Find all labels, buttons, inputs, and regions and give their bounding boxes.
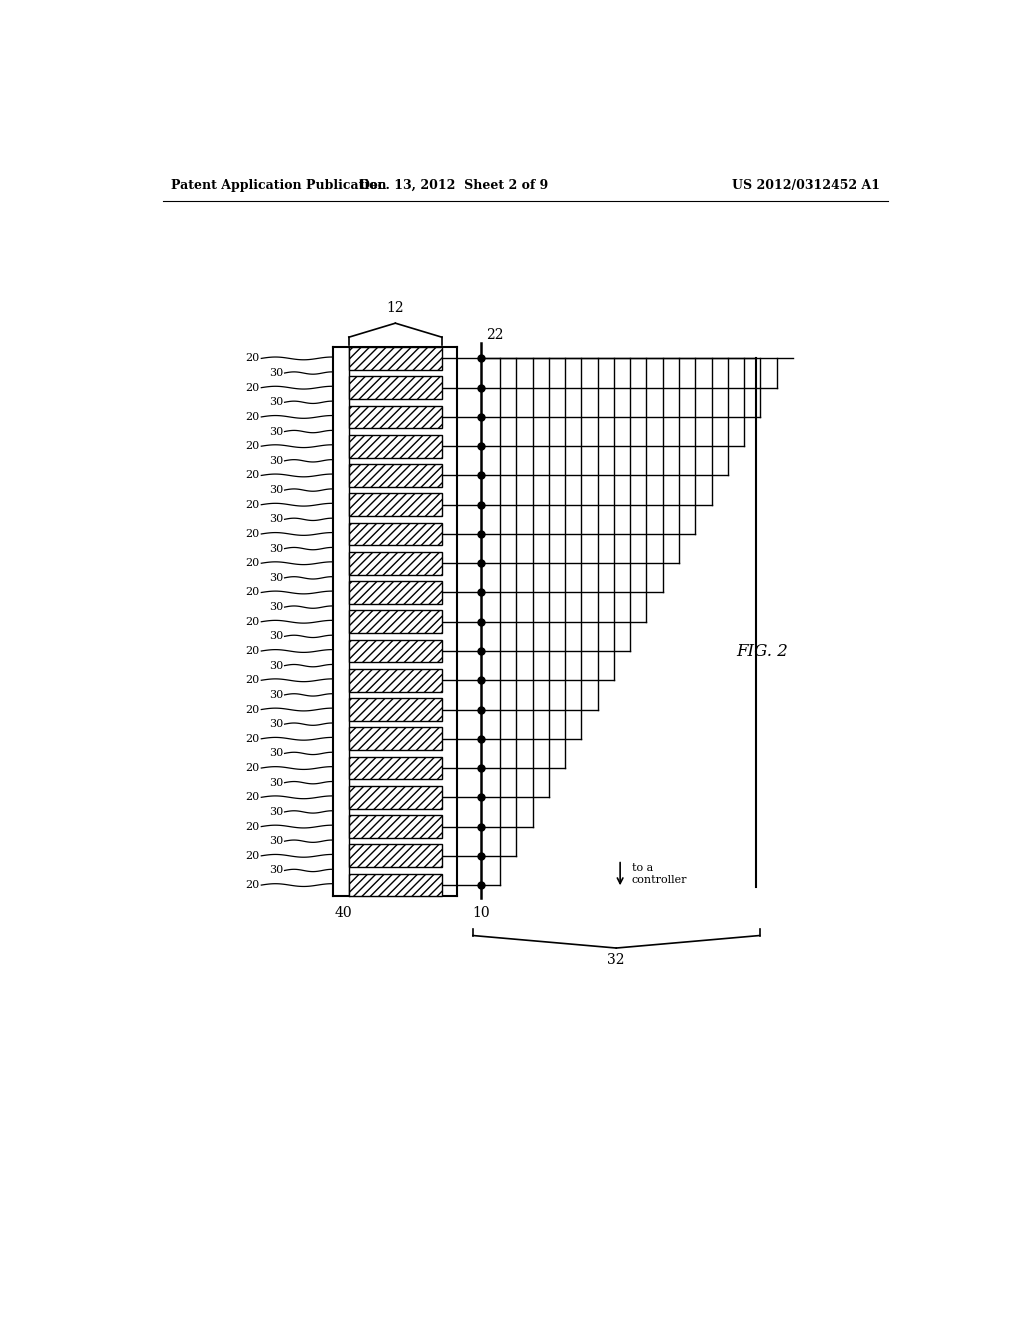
Text: 20: 20 [246, 705, 260, 714]
Text: US 2012/0312452 A1: US 2012/0312452 A1 [732, 178, 880, 191]
Text: 20: 20 [246, 676, 260, 685]
Text: 20: 20 [246, 441, 260, 451]
Bar [349, 405, 442, 428]
Text: 40: 40 [335, 906, 352, 920]
Text: 20: 20 [246, 529, 260, 539]
Text: 30: 30 [268, 544, 283, 553]
Text: 30: 30 [268, 602, 283, 612]
Text: 30: 30 [268, 484, 283, 495]
Text: 30: 30 [268, 397, 283, 408]
Text: 20: 20 [246, 616, 260, 627]
Text: 20: 20 [246, 587, 260, 598]
Text: 30: 30 [268, 866, 283, 875]
Text: 30: 30 [268, 631, 283, 642]
Text: 20: 20 [246, 734, 260, 743]
Text: 30: 30 [268, 777, 283, 788]
Text: 30: 30 [268, 807, 283, 817]
Bar [349, 376, 442, 399]
Text: Dec. 13, 2012  Sheet 2 of 9: Dec. 13, 2012 Sheet 2 of 9 [358, 178, 548, 191]
Text: 30: 30 [268, 515, 283, 524]
Text: 30: 30 [268, 690, 283, 700]
Text: 30: 30 [268, 573, 283, 583]
Bar [349, 640, 442, 663]
Bar [349, 494, 442, 516]
Bar [349, 874, 442, 896]
Text: 20: 20 [246, 645, 260, 656]
Text: 20: 20 [246, 470, 260, 480]
Text: 30: 30 [268, 836, 283, 846]
Text: 20: 20 [246, 383, 260, 392]
Bar [349, 434, 442, 458]
Text: FIG. 2: FIG. 2 [736, 643, 788, 660]
Text: 20: 20 [246, 354, 260, 363]
Text: 20: 20 [246, 412, 260, 422]
Text: 22: 22 [486, 327, 504, 342]
Text: to a
controller: to a controller [632, 863, 687, 884]
Text: 32: 32 [607, 953, 625, 968]
Bar [349, 785, 442, 809]
Bar [349, 347, 442, 370]
Bar [349, 581, 442, 603]
Text: 30: 30 [268, 426, 283, 437]
Bar [349, 816, 442, 838]
Bar [349, 465, 442, 487]
Bar [349, 727, 442, 750]
Text: 20: 20 [246, 558, 260, 568]
Text: 10: 10 [472, 906, 489, 920]
Bar [349, 610, 442, 634]
Text: 20: 20 [246, 880, 260, 890]
Text: 30: 30 [268, 368, 283, 378]
Text: Patent Application Publication: Patent Application Publication [171, 178, 386, 191]
Text: 30: 30 [268, 719, 283, 729]
Bar [349, 669, 442, 692]
Bar [349, 845, 442, 867]
Text: 30: 30 [268, 748, 283, 759]
Bar [349, 552, 442, 574]
Text: 30: 30 [268, 660, 283, 671]
Text: 20: 20 [246, 500, 260, 510]
Bar [349, 756, 442, 779]
Text: 30: 30 [268, 455, 283, 466]
Text: 20: 20 [246, 763, 260, 774]
Text: 20: 20 [246, 792, 260, 803]
Bar [349, 523, 442, 545]
Text: 20: 20 [246, 851, 260, 861]
Text: 12: 12 [387, 301, 404, 314]
Bar [349, 698, 442, 721]
Text: 20: 20 [246, 821, 260, 832]
